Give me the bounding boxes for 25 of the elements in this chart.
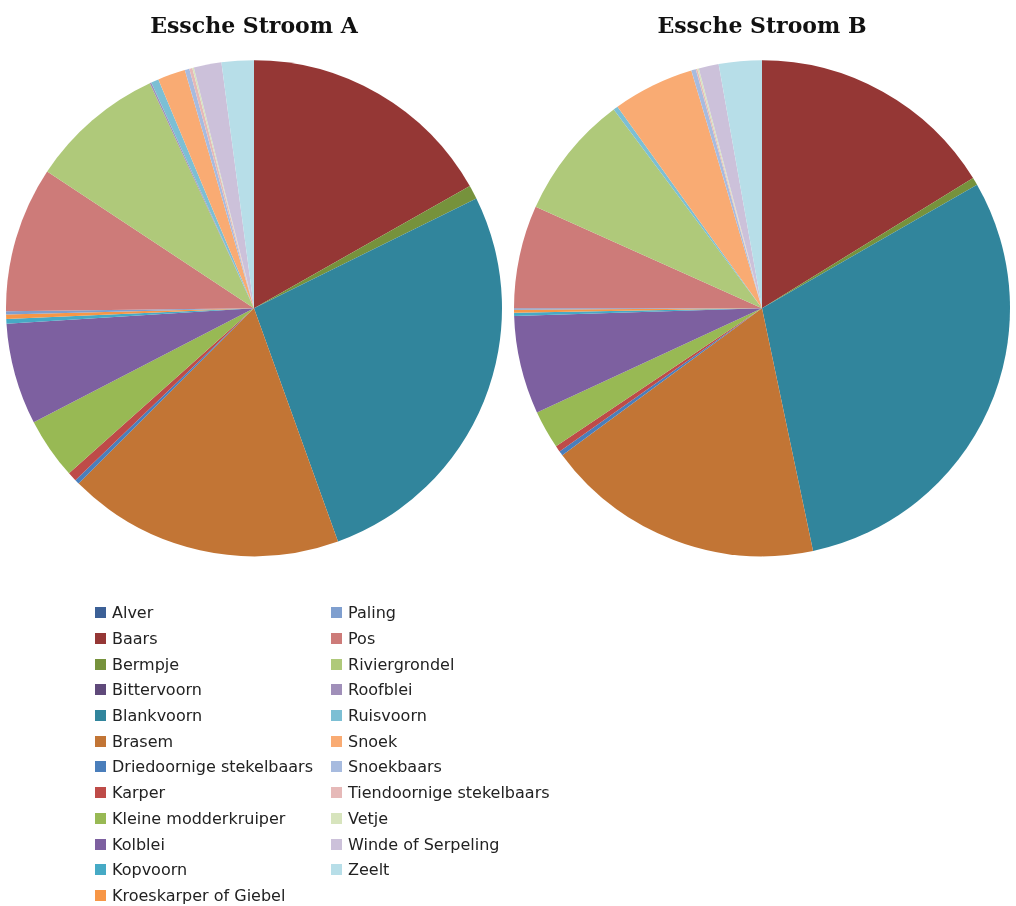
legend-label: Roofblei bbox=[348, 680, 413, 700]
legend-label: Kopvoorn bbox=[112, 860, 188, 880]
legend-label: Baars bbox=[112, 629, 158, 649]
legend-label: Ruisvoorn bbox=[348, 706, 427, 726]
legend-label: Tiendoornige stekelbaars bbox=[348, 783, 550, 803]
legend-label: Kroeskarper of Giebel bbox=[112, 885, 286, 905]
chart-title: Essche Stroom B bbox=[657, 11, 867, 38]
legend-label: Paling bbox=[348, 603, 396, 623]
legend-label: Kolblei bbox=[112, 834, 165, 854]
legend-label: Alver bbox=[112, 603, 154, 623]
legend-label: Zeelt bbox=[348, 860, 390, 880]
legend-label: Pos bbox=[348, 629, 376, 649]
legend-label: Snoek bbox=[348, 731, 398, 751]
chart-title: Essche Stroom A bbox=[150, 11, 359, 38]
legend-label: Driedoornige stekelbaars bbox=[112, 757, 314, 777]
legend-label: Bittervoorn bbox=[112, 680, 202, 700]
legend-label: Kleine modderkruiper bbox=[112, 808, 286, 828]
legend-label: Brasem bbox=[112, 731, 174, 751]
legend-label: Vetje bbox=[348, 808, 389, 828]
legend-label: Winde of Serpeling bbox=[348, 834, 500, 854]
legend-label: Bermpje bbox=[112, 654, 180, 674]
legend-label: Karper bbox=[112, 783, 166, 803]
legend-label: Riviergrondel bbox=[348, 654, 455, 674]
legend-label: Blankvoorn bbox=[112, 706, 203, 726]
legend-label: Snoekbaars bbox=[348, 757, 442, 777]
